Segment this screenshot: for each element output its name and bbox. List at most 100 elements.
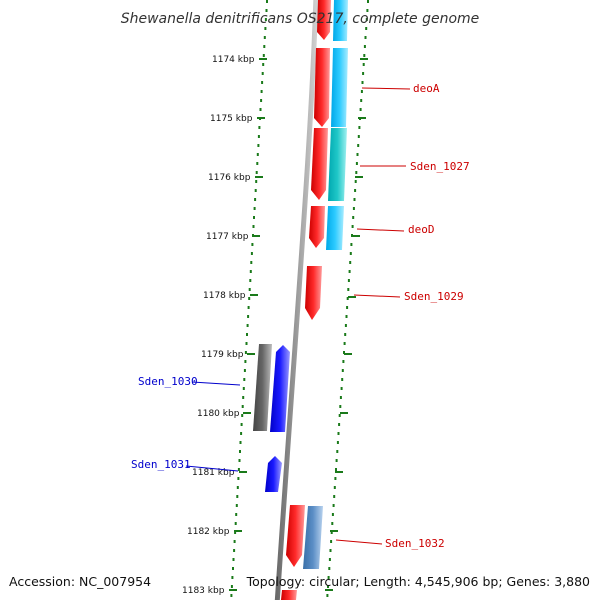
ring-dot	[264, 27, 267, 30]
ring-dot	[242, 396, 245, 399]
ring-dot	[232, 567, 234, 570]
ring-dot	[262, 54, 265, 57]
ring-dot	[330, 531, 333, 534]
gene-label-Sden_1029[interactable]: Sden_1029	[404, 290, 464, 303]
scale-label: 1183 kbp	[182, 586, 225, 596]
inner-dotted-ring	[326, 0, 369, 597]
gene-arrow-bottom[interactable]	[281, 590, 297, 600]
leader-line-Sden_1032	[335, 539, 383, 545]
ring-dot	[339, 405, 342, 408]
scale-label: 1182 kbp	[187, 527, 230, 537]
ring-dot	[346, 306, 349, 309]
gene-label-deoA[interactable]: deoA	[413, 82, 440, 95]
ring-dot	[359, 108, 362, 111]
ring-dot	[357, 144, 360, 147]
ring-dot	[348, 270, 351, 273]
ring-dot	[251, 243, 254, 246]
gene-arrow-top[interactable]	[317, 0, 331, 40]
ring-dot	[353, 198, 356, 201]
genome-backbone	[274, 0, 319, 600]
ring-dot	[344, 324, 347, 327]
ring-dot	[360, 90, 363, 93]
reverse-strand-genes	[253, 344, 290, 492]
ring-dot	[263, 45, 266, 48]
cds-block-top[interactable]	[333, 0, 348, 41]
ring-dot	[352, 216, 355, 219]
ring-dot	[364, 36, 367, 39]
gene-label-deoD[interactable]: deoD	[408, 223, 435, 236]
ring-dot	[233, 549, 236, 552]
scale-label: 1181 kbp	[192, 468, 235, 478]
cds-block-deoD[interactable]	[326, 206, 344, 250]
ring-dot	[248, 297, 251, 300]
ring-dot	[338, 414, 341, 417]
ring-dot	[235, 504, 238, 507]
ring-dot	[335, 459, 338, 462]
scale-label: 1175 kbp	[210, 114, 253, 124]
ring-dot	[362, 63, 365, 66]
ring-dot	[354, 189, 357, 192]
ring-dot	[253, 216, 255, 219]
ring-dot	[250, 261, 253, 264]
ring-dot	[342, 360, 345, 363]
ring-dot	[242, 387, 245, 390]
cds-block-deoA[interactable]	[331, 48, 348, 127]
ring-dot	[327, 585, 329, 588]
scale-label: 1180 kbp	[197, 409, 240, 419]
ring-dot	[328, 567, 331, 570]
ring-dot	[332, 504, 335, 507]
gene-labels: deoA Sden_1027 deoD Sden_1029 Sden_1030 …	[131, 82, 470, 550]
ring-dot	[259, 108, 262, 111]
ring-dot	[347, 279, 350, 282]
gene-label-Sden_1032[interactable]: Sden_1032	[385, 537, 445, 550]
gene-arrow-Sden_1030[interactable]	[270, 345, 290, 432]
accession-text: Accession: NC_007954	[9, 574, 151, 589]
ring-dot	[333, 495, 336, 498]
ring-dot	[238, 459, 241, 462]
ring-dot	[356, 153, 359, 156]
gene-label-Sden_1027[interactable]: Sden_1027	[410, 160, 470, 173]
ring-dot	[361, 81, 364, 84]
ring-dot	[366, 9, 369, 12]
ring-dot	[343, 351, 345, 354]
ring-dot	[236, 486, 239, 489]
ring-dot	[239, 441, 242, 444]
ring-dot	[237, 477, 240, 480]
ring-dot	[327, 576, 330, 579]
ring-dot	[329, 549, 332, 552]
ring-dot	[337, 432, 340, 435]
gene-label-Sden_1031[interactable]: Sden_1031	[131, 458, 191, 471]
ring-dot	[258, 126, 261, 129]
ring-dot	[240, 423, 243, 426]
gene-arrow-deoD[interactable]	[309, 206, 325, 248]
scale-label: 1179 kbp	[201, 350, 244, 360]
ring-dot	[247, 306, 250, 309]
ring-dot	[248, 288, 251, 291]
gene-arrow-Sden_1031[interactable]	[265, 456, 282, 492]
ring-dot	[261, 72, 264, 75]
ring-dot	[345, 315, 348, 318]
gene-label-Sden_1030[interactable]: Sden_1030	[138, 375, 198, 388]
gene-arrow-deoA[interactable]	[314, 48, 330, 127]
cds-block-Sden_1027[interactable]	[328, 128, 347, 201]
ring-dot	[336, 441, 339, 444]
ring-dot	[257, 144, 260, 147]
ring-dot	[247, 315, 250, 318]
ring-dot	[330, 540, 333, 543]
gene-arrow-Sden_1027[interactable]	[311, 128, 328, 200]
ring-dot	[367, 0, 369, 3]
gene-arrow-Sden_1029[interactable]	[305, 266, 322, 320]
ring-dot	[351, 225, 354, 228]
gene-arrow-Sden_1032[interactable]	[286, 505, 305, 567]
ring-dot	[340, 387, 343, 390]
cds-block-Sden_1030[interactable]	[253, 344, 272, 431]
ring-dot	[234, 522, 237, 525]
scale-label: 1176 kbp	[208, 173, 251, 183]
ring-dot	[240, 432, 243, 435]
ring-dot	[357, 135, 360, 138]
cds-block-Sden_1032[interactable]	[303, 506, 323, 569]
ring-dot	[250, 252, 253, 255]
ring-dot	[233, 540, 236, 543]
ring-dot	[235, 513, 238, 516]
